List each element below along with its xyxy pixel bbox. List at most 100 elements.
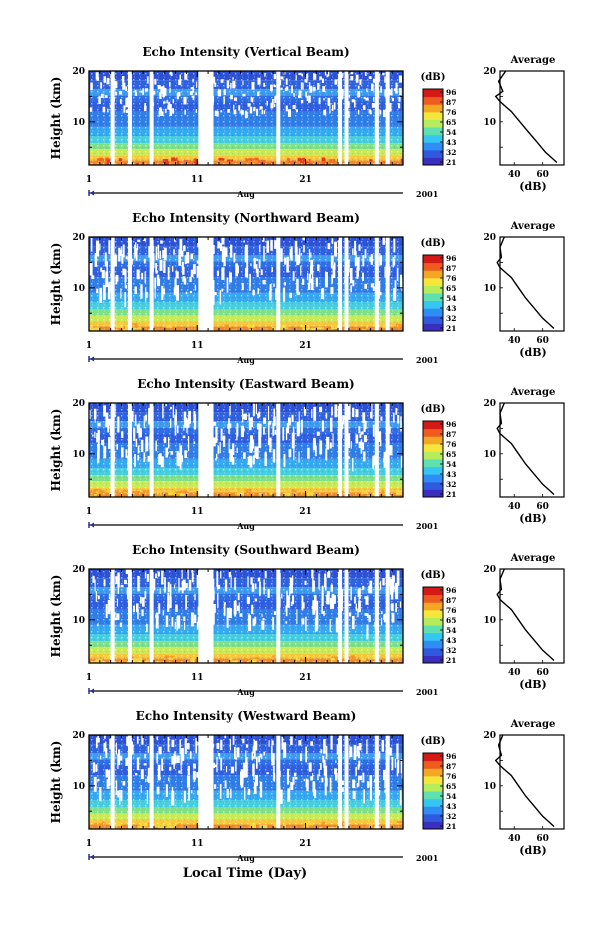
- hotspot: [225, 662, 230, 663]
- missing-data-speck: [354, 99, 356, 108]
- missing-data-speck: [104, 95, 108, 98]
- missing-data-speck: [366, 624, 369, 640]
- missing-data-speck: [355, 766, 357, 776]
- colorbar-swatch: [423, 127, 443, 136]
- missing-data-speck: [244, 247, 247, 263]
- missing-data-speck: [242, 93, 246, 97]
- x-tick-label: 1: [86, 341, 92, 351]
- average-y-tick-label: 10: [483, 616, 496, 626]
- missing-data-speck: [298, 95, 301, 99]
- missing-data-speck: [253, 749, 256, 759]
- missing-data-speck: [158, 603, 161, 614]
- missing-data-speck: [166, 604, 170, 612]
- missing-data-speck: [293, 447, 295, 461]
- missing-data-speck: [306, 78, 308, 83]
- missing-data-speck: [391, 97, 394, 102]
- missing-data-speck: [308, 273, 311, 284]
- missing-data-speck: [298, 90, 302, 98]
- missing-data-speck: [120, 789, 123, 802]
- missing-data-speck: [306, 73, 309, 79]
- missing-data-speck: [283, 742, 287, 758]
- missing-data-speck: [275, 288, 278, 300]
- missing-data-speck: [384, 266, 386, 278]
- month-axis-arrow: [90, 688, 94, 694]
- missing-data-speck: [350, 76, 354, 81]
- missing-data-speck: [193, 410, 196, 423]
- data-gap-stripe: [385, 735, 390, 829]
- colorbar-tick-label: 54: [446, 128, 456, 137]
- average-x-tick-label: 60: [536, 834, 549, 844]
- colorbar-tick-label: 65: [446, 450, 456, 459]
- missing-data-speck: [144, 754, 146, 759]
- missing-data-speck: [183, 616, 186, 622]
- y-tick-label: 20: [72, 233, 85, 243]
- missing-data-speck: [178, 249, 181, 257]
- missing-data-speck: [263, 245, 265, 262]
- data-gap-stripe: [338, 71, 343, 165]
- missing-data-speck: [327, 570, 331, 578]
- missing-data-speck: [371, 403, 373, 419]
- missing-data-speck: [181, 747, 184, 760]
- missing-data-speck: [182, 579, 186, 591]
- missing-data-speck: [176, 285, 179, 301]
- missing-data-speck: [372, 455, 375, 469]
- missing-data-speck: [324, 765, 328, 780]
- missing-data-speck: [162, 610, 164, 616]
- missing-data-speck: [289, 577, 293, 594]
- colorbar-swatch: [423, 753, 443, 762]
- colorbar-tick-label: 43: [446, 636, 456, 645]
- missing-data-speck: [320, 289, 323, 300]
- data-gap-stripe: [149, 237, 154, 331]
- average-x-tick-label: 60: [536, 170, 549, 180]
- missing-data-speck: [243, 762, 246, 778]
- missing-data-speck: [163, 260, 166, 274]
- colorbar-swatch: [423, 111, 443, 120]
- colorbar-tick-label: 96: [446, 254, 456, 263]
- missing-data-speck: [272, 617, 275, 630]
- colorbar-swatch: [423, 768, 443, 777]
- missing-data-speck: [263, 110, 266, 115]
- missing-data-speck: [362, 412, 366, 424]
- average-frame: [499, 236, 565, 332]
- missing-data-speck: [248, 417, 252, 431]
- average-x-label: (dB): [519, 512, 546, 525]
- missing-data-speck: [295, 74, 297, 81]
- missing-data-speck: [324, 71, 327, 76]
- missing-data-speck: [124, 579, 127, 585]
- missing-data-speck: [390, 591, 394, 600]
- missing-data-speck: [161, 86, 165, 94]
- missing-data-speck: [349, 746, 353, 758]
- missing-data-speck: [179, 74, 181, 81]
- missing-data-speck: [158, 110, 160, 118]
- missing-data-speck: [107, 423, 110, 433]
- missing-data-speck: [261, 754, 263, 760]
- missing-data-speck: [216, 756, 218, 773]
- missing-data-speck: [224, 247, 228, 257]
- missing-data-speck: [172, 108, 175, 114]
- average-title: Average: [510, 719, 556, 730]
- missing-data-speck: [398, 96, 401, 102]
- colorbar-swatch: [423, 262, 443, 271]
- data-gap-stripe: [374, 71, 379, 165]
- missing-data-speck: [274, 429, 277, 435]
- missing-data-speck: [89, 409, 91, 420]
- data-gap: [198, 237, 214, 331]
- colorbar-swatch: [423, 821, 443, 830]
- missing-data-speck: [135, 772, 138, 776]
- missing-data-speck: [246, 256, 249, 272]
- missing-data-speck: [125, 569, 129, 575]
- missing-data-speck: [292, 426, 295, 440]
- panel-title: Echo Intensity (Northward Beam): [132, 211, 360, 225]
- missing-data-speck: [400, 759, 403, 774]
- x-tick-label: 11: [191, 673, 204, 683]
- missing-data-speck: [354, 596, 356, 604]
- beam-panel: Echo Intensity (Westward Beam) 20 10 Height…: [49, 709, 565, 863]
- data-gap-stripe: [127, 71, 132, 165]
- average-y-tick-label: 20: [483, 731, 496, 741]
- missing-data-speck: [290, 736, 293, 746]
- missing-data-speck: [314, 789, 317, 799]
- missing-data-speck: [383, 451, 387, 468]
- missing-data-speck: [192, 770, 196, 780]
- missing-data-speck: [308, 249, 311, 262]
- missing-data-speck: [167, 596, 170, 606]
